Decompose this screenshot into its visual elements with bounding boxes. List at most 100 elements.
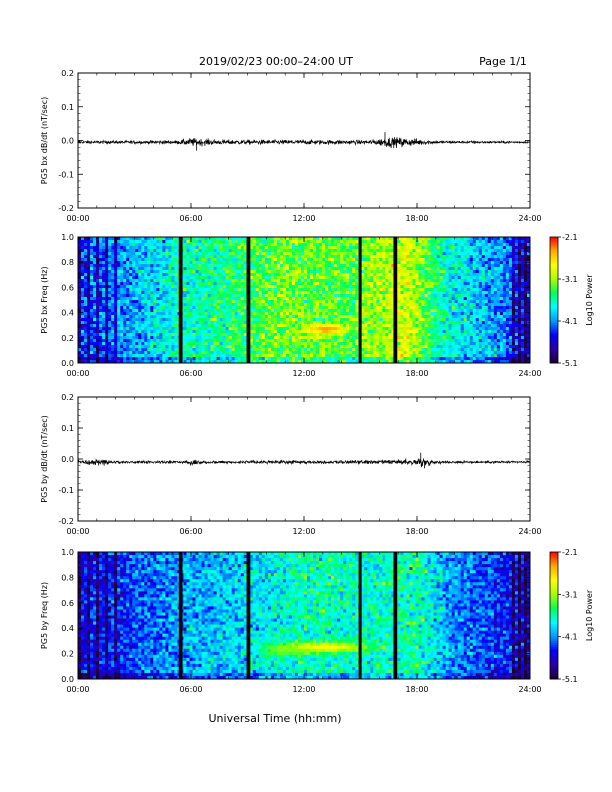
bx-spec-cell: [87, 315, 91, 319]
bx-spec-cell: [258, 354, 263, 358]
bx-spec-cell: [156, 315, 160, 319]
bx-spec-cell: [415, 261, 419, 265]
bx-spec-cell: [282, 267, 287, 271]
bx-spec-cell: [252, 330, 257, 334]
bx-spec-cell: [210, 261, 214, 265]
bx-spec-cell: [273, 345, 278, 349]
bx-spec-cell: [424, 240, 428, 244]
bx-spec-cell: [138, 306, 142, 310]
bx-spec-cell: [261, 276, 266, 280]
bx-spec-cell: [120, 261, 124, 265]
bx-spec-cell: [219, 240, 224, 244]
bx-spec-cell: [403, 291, 407, 295]
bx-spec-cell: [189, 249, 193, 253]
bx-spec-cell: [159, 360, 163, 364]
bx-spec-cell: [285, 303, 290, 307]
bx-spec-cell: [150, 342, 154, 346]
bx-spec-cell: [270, 300, 275, 304]
bx-spec-cell: [316, 327, 320, 331]
bx-spec-cell: [297, 312, 302, 316]
bx-spec-cell: [367, 312, 371, 316]
bx-spec-cell: [252, 243, 257, 247]
bx-spec-cell: [231, 312, 236, 316]
bx-spec-cell: [282, 354, 287, 358]
bx-spec-cell: [313, 294, 317, 298]
bx-spec-cell: [156, 267, 160, 271]
bx-spec-cell: [304, 351, 308, 355]
bx-spec-cell: [225, 252, 230, 256]
bx-spec-cell: [385, 312, 389, 316]
bx-spec-cell: [189, 255, 193, 259]
bx-spec-cell: [165, 237, 169, 241]
bx-spec-cell: [87, 252, 91, 256]
bx-spec-cell: [198, 303, 202, 307]
bx-spec-cell: [144, 336, 148, 340]
bx-spec-cell: [325, 330, 329, 334]
bx-spec-cell: [364, 240, 368, 244]
bx-spec-cell: [337, 255, 341, 259]
bx-spec-cell: [343, 330, 347, 334]
bx-spec-cell: [328, 294, 332, 298]
bx-spec-cell: [397, 246, 401, 250]
bx-spec-cell: [132, 312, 136, 316]
bx-spec-cell: [96, 294, 100, 298]
bx-spec-cell: [364, 291, 368, 295]
bx-spec-cell: [409, 306, 413, 310]
bx-spec-cell: [276, 345, 281, 349]
bx-spec-cell: [198, 273, 202, 277]
bx-spec-cell: [421, 348, 425, 352]
bx-spec-cell: [132, 270, 136, 274]
bx-spec-cell: [216, 354, 221, 358]
bx-spec-cell: [192, 360, 196, 364]
bx-spec-cell: [228, 285, 233, 289]
bx-spec-cell: [379, 318, 383, 322]
bx-spec-cell: [304, 336, 308, 340]
bx-spec-cell: [231, 261, 236, 265]
bx-spec-cell: [78, 252, 82, 256]
bx-spec-cell: [310, 255, 314, 259]
bx-spec-cell: [279, 339, 284, 343]
bx-spec-cell: [373, 276, 377, 280]
bx-spec-cell: [183, 321, 187, 325]
bx-spec-cell: [367, 303, 371, 307]
bx-spec-cell: [361, 342, 365, 346]
bx-spec-cell: [349, 264, 353, 268]
bx-spec-cell: [415, 276, 419, 280]
bx-spec-cell: [297, 294, 302, 298]
bx-spec-cell: [90, 318, 94, 322]
bx-spec-cell: [228, 315, 233, 319]
bx-spec-cell: [379, 324, 383, 328]
bx-spec-cell: [328, 300, 332, 304]
bx-spec-cell: [102, 339, 106, 343]
bx-spec-cell: [328, 252, 332, 256]
bx-spec-cell: [162, 348, 166, 352]
bx-spec-cell: [370, 357, 374, 361]
bx-spec-cell: [141, 237, 145, 241]
bx-spec-cell: [99, 246, 103, 250]
bx-spec-cell: [108, 270, 112, 274]
bx-spec-cell: [300, 330, 305, 334]
bx-spec-cell: [132, 249, 136, 253]
bx-spec-cell: [240, 327, 245, 331]
bx-spec-cell: [84, 264, 88, 268]
bx-spec-cell: [334, 345, 338, 349]
bx-spec-cell: [258, 294, 263, 298]
bx-spec-cell: [225, 240, 230, 244]
bx-spec-cell: [322, 297, 326, 301]
bx-spec-cell: [168, 294, 172, 298]
bx-spec-cell: [159, 333, 163, 337]
bx-spec-cell: [168, 339, 172, 343]
bx-spec-cell: [352, 342, 356, 346]
bx-spec-cell: [150, 300, 154, 304]
bx-spec-cell: [364, 312, 368, 316]
bx-spec-cell: [210, 276, 214, 280]
bx-spec-cell: [150, 252, 154, 256]
bx-spec-cell: [153, 321, 157, 325]
bx-spec-cell: [379, 261, 383, 265]
bx-spec-cell: [183, 306, 187, 310]
bx-spec-cell: [304, 318, 308, 322]
bx-spec-cell: [334, 255, 338, 259]
bx-spec-cell: [237, 360, 242, 364]
bx-spec-cell: [406, 243, 410, 247]
bx-spec-cell: [93, 252, 97, 256]
